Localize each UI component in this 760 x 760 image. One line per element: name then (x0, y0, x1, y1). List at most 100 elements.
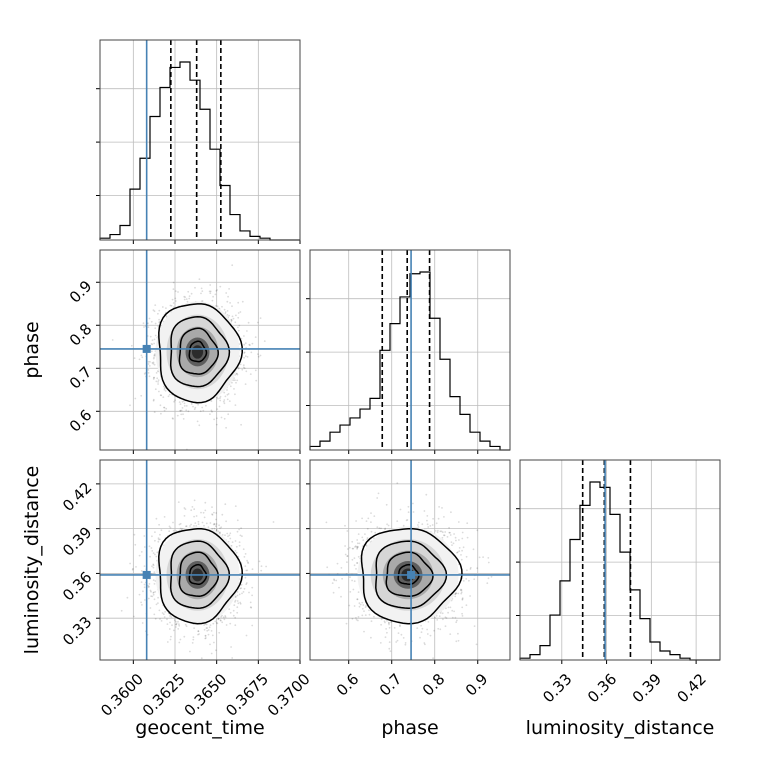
sample-point (215, 523, 218, 525)
sample-point (148, 375, 151, 378)
sample-point (168, 530, 171, 533)
sample-point (221, 534, 224, 536)
sample-point (231, 305, 233, 308)
sample-point (236, 594, 239, 597)
sample-point (151, 362, 154, 364)
sample-point (247, 562, 250, 564)
sample-point (197, 630, 200, 633)
sample-point (249, 344, 251, 346)
sample-point (213, 418, 216, 421)
sample-point (178, 401, 181, 403)
sample-point (198, 424, 201, 427)
sample-point (144, 599, 146, 601)
sample-point (154, 334, 157, 337)
sample-point (167, 395, 170, 398)
sample-point (163, 409, 166, 412)
sample-point (153, 411, 156, 413)
sample-point (265, 565, 267, 568)
sample-point (223, 402, 226, 405)
sample-point (204, 634, 207, 637)
sample-point (133, 533, 136, 536)
panel-geocent_time-geocent_time (96, 39, 301, 244)
sample-point (154, 591, 157, 593)
sample-point (351, 547, 354, 550)
sample-point (183, 507, 186, 509)
sample-point (241, 368, 244, 371)
sample-point (219, 619, 222, 622)
sample-point (251, 342, 254, 345)
sample-point (174, 297, 177, 300)
sample-point (155, 372, 158, 374)
sample-point (455, 640, 458, 643)
sample-point (187, 290, 190, 293)
sample-point (149, 589, 152, 592)
sample-point (183, 298, 186, 301)
sample-point (231, 541, 234, 543)
sample-point (213, 523, 216, 526)
sample-point (225, 426, 228, 429)
sample-point (355, 618, 358, 621)
sample-point (241, 535, 243, 538)
sample-point (151, 565, 153, 568)
sample-point (238, 528, 241, 531)
sample-point (152, 362, 155, 365)
sample-point (260, 565, 263, 568)
sample-point (175, 623, 178, 626)
sample-point (157, 312, 159, 315)
sample-point (152, 552, 155, 554)
sample-point (380, 623, 382, 626)
sample-point (242, 364, 245, 367)
sample-point (243, 352, 246, 354)
sample-point (212, 295, 215, 298)
sample-point (219, 285, 222, 288)
sample-point (132, 567, 134, 570)
sample-point (203, 516, 206, 519)
sample-point (141, 604, 143, 606)
sample-point (152, 593, 155, 596)
sample-point (242, 548, 245, 551)
sample-point (172, 288, 175, 290)
sample-point (147, 372, 150, 374)
sample-point (143, 565, 146, 567)
sample-point (214, 293, 217, 296)
sample-point (237, 367, 240, 370)
sample-point (225, 520, 228, 523)
sample-point (152, 563, 155, 566)
sample-point (251, 568, 254, 571)
sample-point (237, 312, 240, 314)
sample-point (223, 618, 226, 621)
histogram-phase (309, 271, 510, 451)
sample-point (236, 379, 239, 382)
sample-point (217, 617, 220, 620)
sample-point (218, 631, 221, 634)
sample-point (166, 641, 169, 643)
sample-point (154, 327, 157, 330)
sample-point (449, 606, 452, 609)
sample-point (188, 297, 191, 300)
sample-point (258, 560, 261, 563)
sample-point (159, 394, 162, 397)
sample-point (193, 525, 195, 527)
sample-point (368, 613, 371, 616)
sample-point (188, 295, 191, 297)
sample-point (226, 398, 229, 401)
sample-point (244, 576, 247, 579)
sample-point (244, 553, 247, 555)
sample-point (235, 314, 237, 317)
sample-point (151, 550, 154, 552)
sample-point (202, 511, 205, 514)
sample-point (183, 402, 186, 405)
sample-point (221, 621, 224, 624)
sample-point (223, 391, 226, 394)
sample-point (155, 517, 158, 520)
sample-point (169, 304, 172, 307)
sample-point (169, 638, 172, 641)
sample-point (183, 295, 186, 298)
sample-point (388, 626, 391, 629)
sample-point (165, 407, 168, 410)
panel-frame (519, 459, 721, 661)
sample-point (143, 373, 146, 375)
sample-point (211, 410, 213, 413)
sample-point (215, 290, 218, 292)
